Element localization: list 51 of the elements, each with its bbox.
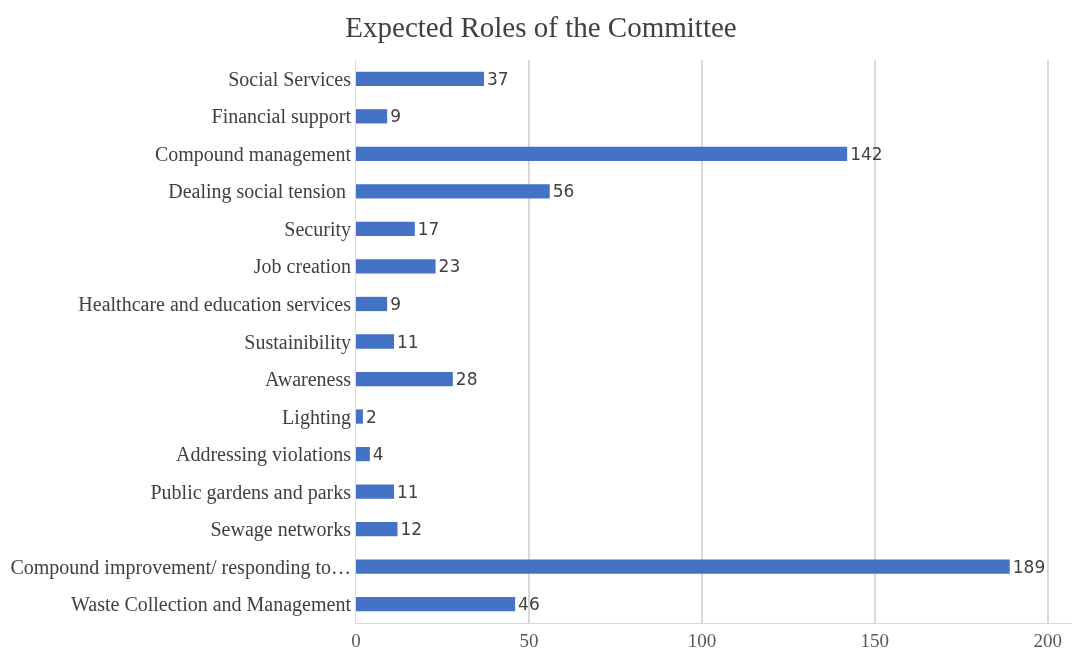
y-tick-label: Compound improvement/ responding to… [10, 555, 351, 579]
x-tick-label: 200 [1033, 629, 1063, 651]
bar [356, 409, 363, 424]
y-tick-label: Compound management [154, 142, 352, 166]
y-tick-label: Sustainibility [244, 330, 351, 354]
bar [356, 522, 398, 537]
bar [356, 296, 388, 312]
bar [356, 71, 484, 86]
y-tick-label: Healthcare and education services [78, 292, 352, 315]
bar [356, 184, 550, 199]
y-tick-label: Social Services [228, 67, 352, 90]
data-label: 56 [552, 181, 575, 202]
data-label: 28 [455, 369, 478, 390]
bar [356, 221, 415, 237]
y-tick-label: Dealing social tension [168, 180, 351, 204]
data-label: 142 [850, 143, 883, 164]
y-tick-label: Lighting [282, 405, 351, 429]
x-tick-label: 150 [860, 629, 890, 651]
data-label: 4 [372, 444, 384, 465]
bar [356, 334, 395, 349]
y-tick-label: Financial support [211, 105, 352, 129]
bar [356, 259, 436, 274]
data-label: 2 [365, 406, 377, 427]
data-label: 9 [390, 106, 401, 127]
y-tick-label: Public gardens and parks [150, 480, 352, 504]
y-tick-label: Waste Collection and Management [71, 593, 352, 617]
bar [356, 371, 453, 387]
bar [356, 446, 370, 462]
data-label: 11 [397, 331, 419, 352]
data-label: 37 [486, 68, 509, 89]
x-tick-label: 0 [351, 629, 361, 651]
data-label: 12 [400, 519, 423, 540]
y-tick-label: Awareness [265, 368, 352, 391]
data-label: 46 [518, 594, 540, 615]
bar [356, 109, 388, 124]
data-label: 189 [1012, 556, 1046, 577]
y-tick-label: Addressing violations [176, 443, 352, 467]
data-label: 23 [438, 256, 461, 277]
x-tick-label: 50 [519, 629, 539, 651]
bar [356, 146, 848, 161]
x-tick-label: 100 [687, 629, 717, 651]
bar [356, 597, 516, 612]
chart-title: Expected Roles of the Committee [345, 10, 737, 43]
bar [356, 559, 1010, 574]
data-label: 17 [417, 218, 440, 239]
bar [356, 484, 395, 499]
y-tick-label: Security [284, 217, 351, 241]
data-label: 11 [397, 481, 419, 502]
y-tick-label: Job creation [253, 255, 351, 278]
y-tick-label: Sewage networks [210, 518, 352, 542]
data-label: 9 [390, 293, 401, 314]
